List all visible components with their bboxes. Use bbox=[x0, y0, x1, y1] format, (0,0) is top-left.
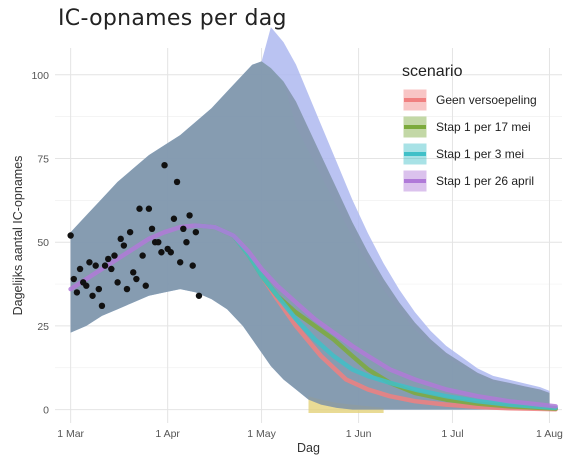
x-tick-label: 1 Aug bbox=[536, 428, 563, 440]
series-line-stap-1-per-26-april bbox=[68, 223, 558, 409]
y-tick-label: 50 bbox=[37, 237, 49, 249]
x-tick-label: 1 Mar bbox=[57, 428, 84, 440]
observed-point bbox=[76, 265, 84, 273]
observed-point bbox=[111, 252, 118, 259]
band-geen-versoepeling bbox=[70, 61, 550, 410]
uncertainty-bands bbox=[70, 27, 550, 413]
observed-point bbox=[83, 282, 90, 289]
observed-point bbox=[92, 262, 99, 269]
observed-point bbox=[126, 228, 134, 236]
observed-point bbox=[170, 215, 178, 222]
observed-point bbox=[105, 255, 112, 263]
observed-point bbox=[183, 238, 190, 246]
observed-point bbox=[167, 249, 174, 256]
legend-label: Stap 1 per 3 mei bbox=[436, 147, 524, 161]
observed-point bbox=[136, 205, 143, 212]
observed-points bbox=[67, 161, 203, 310]
legend-label: Geen versoepeling bbox=[436, 93, 537, 107]
x-tick-label: 1 Jun bbox=[346, 428, 372, 440]
y-axis-label: Dagelijks aantal IC-opnames bbox=[11, 156, 25, 316]
observed-point bbox=[108, 265, 115, 273]
observed-point bbox=[130, 269, 137, 276]
observed-point bbox=[192, 228, 200, 236]
observed-point bbox=[148, 225, 156, 233]
observed-point bbox=[186, 212, 193, 219]
x-tick-label: 1 Jul bbox=[441, 428, 463, 440]
y-tick-label: 0 bbox=[43, 405, 49, 417]
observed-point bbox=[145, 205, 153, 212]
legend-label: Stap 1 per 26 april bbox=[436, 174, 534, 188]
observed-point bbox=[89, 292, 96, 299]
observed-point bbox=[180, 225, 187, 233]
observed-point bbox=[133, 275, 140, 283]
x-tick-label: 1 May bbox=[247, 428, 276, 440]
x-axis-label: Dag bbox=[297, 441, 320, 455]
observed-point bbox=[195, 292, 203, 299]
observed-point bbox=[176, 259, 184, 266]
y-tick-label: 25 bbox=[37, 321, 49, 333]
observed-point bbox=[158, 249, 165, 256]
y-axis-ticks: 0 25 50 75 100 bbox=[31, 70, 49, 417]
observed-point bbox=[70, 275, 77, 283]
observed-point bbox=[98, 302, 106, 310]
legend-title: scenario bbox=[402, 63, 463, 80]
observed-point bbox=[120, 242, 128, 249]
observed-point bbox=[114, 279, 121, 286]
observed-point bbox=[173, 178, 181, 186]
y-tick-label: 100 bbox=[31, 70, 49, 82]
y-tick-label: 75 bbox=[37, 153, 49, 165]
scenario-lines bbox=[68, 223, 558, 412]
observed-point bbox=[155, 238, 162, 246]
x-axis-ticks: 1 Mar 1 Apr 1 May 1 Jun 1 Jul 1 Aug bbox=[57, 428, 563, 440]
observed-point bbox=[142, 282, 149, 289]
observed-point bbox=[101, 262, 109, 269]
observed-point bbox=[117, 235, 124, 243]
chart-title: IC-opnames per dag bbox=[58, 6, 287, 31]
observed-point bbox=[123, 285, 131, 293]
x-tick-label: 1 Apr bbox=[155, 428, 180, 440]
observed-point bbox=[67, 232, 74, 239]
legend: scenario Geen versoepeling Stap 1 per 17 m… bbox=[402, 63, 537, 192]
observed-point bbox=[139, 252, 146, 259]
legend-label: Stap 1 per 17 mei bbox=[436, 120, 531, 134]
observed-point bbox=[95, 285, 103, 293]
observed-point bbox=[161, 161, 168, 169]
observed-point bbox=[73, 289, 81, 296]
observed-point bbox=[189, 262, 196, 269]
observed-point bbox=[86, 259, 93, 266]
